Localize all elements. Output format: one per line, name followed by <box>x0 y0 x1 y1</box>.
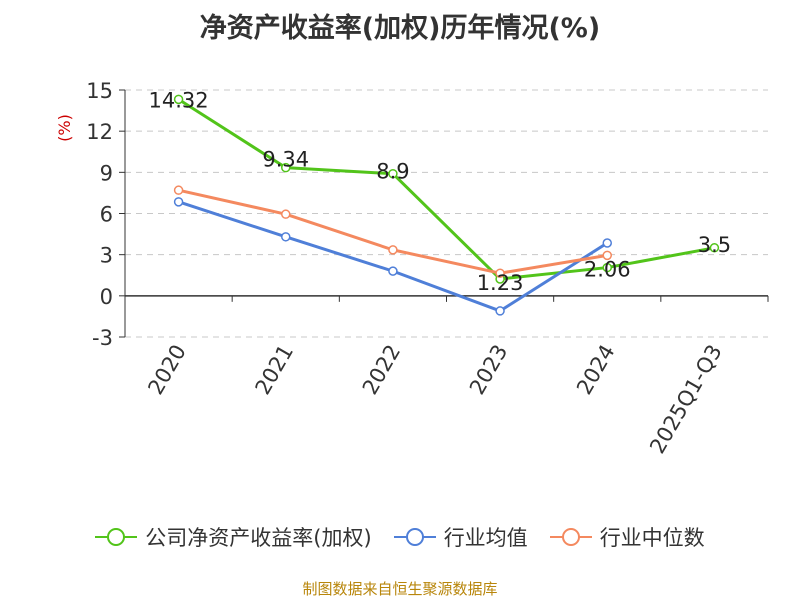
gridlines <box>125 89 768 338</box>
x-tick-label: 2025Q1-Q3 <box>645 341 727 458</box>
data-point <box>281 209 291 219</box>
y-tick-label: 12 <box>86 120 113 144</box>
legend-swatch-icon <box>549 528 592 546</box>
axes: 15 12 9 6 3 0 -3 2020 2021 2022 2023 2024 2025Q1-Q3 <box>86 79 769 458</box>
data-label: 3.5 <box>698 233 731 257</box>
y-tick-label: 9 <box>100 161 113 185</box>
data-point <box>281 162 291 173</box>
data-labels: 14.32 9.34 8.9 1.23 2.06 3.5 <box>149 88 732 295</box>
legend-swatch-icon <box>95 528 138 546</box>
y-tick-label: 15 <box>86 79 113 103</box>
legend-item[interactable]: 行业中位数 <box>549 522 705 552</box>
y-tick-label: 0 <box>100 285 113 309</box>
data-point <box>495 268 505 278</box>
data-point <box>388 168 398 179</box>
x-tick-label: 2024 <box>572 341 620 399</box>
y-tick-label: -3 <box>92 326 113 350</box>
data-point <box>173 94 184 105</box>
data-point <box>495 306 505 316</box>
source-note: 制图数据来自恒生聚源数据库 <box>302 580 498 598</box>
legend-item[interactable]: 行业均值 <box>393 522 528 552</box>
data-point <box>709 243 720 253</box>
x-tick-label: 2021 <box>251 341 299 399</box>
legend-label: 行业均值 <box>443 526 528 550</box>
legend-swatch-icon <box>393 528 436 546</box>
data-label: 8.9 <box>376 160 409 184</box>
data-point <box>173 197 184 207</box>
data-label: 1.23 <box>477 271 524 295</box>
series-line-2 <box>178 188 608 275</box>
legend-label: 公司净资产收益率(加权) <box>145 526 372 550</box>
x-tick-label: 2022 <box>358 341 406 399</box>
data-point <box>388 245 398 255</box>
y-tick-label: 3 <box>100 244 113 268</box>
data-label: 9.34 <box>262 148 309 172</box>
data-point <box>173 185 184 195</box>
series-line-0 <box>177 98 715 281</box>
y-tick-label: 6 <box>100 203 113 227</box>
data-point <box>602 238 612 248</box>
data-label: 14.32 <box>149 88 209 112</box>
y-axis-label: (%) <box>55 114 74 142</box>
legend-item[interactable]: 公司净资产收益率(加权) <box>95 522 372 552</box>
legend: 公司净资产收益率(加权) 行业均值 行业中位数 <box>0 520 800 554</box>
chart-title: 净资产收益率(加权)历年情况(%) <box>199 13 601 44</box>
x-tick-label: 2020 <box>143 341 191 399</box>
data-point <box>602 250 612 261</box>
x-tick-label: 2023 <box>465 341 513 399</box>
legend-label: 行业中位数 <box>599 526 705 550</box>
data-point <box>602 262 612 273</box>
series-line-1 <box>178 200 609 313</box>
series-lines <box>173 94 720 316</box>
data-point <box>388 266 398 276</box>
data-point <box>281 232 291 242</box>
data-label: 2.06 <box>584 258 631 282</box>
